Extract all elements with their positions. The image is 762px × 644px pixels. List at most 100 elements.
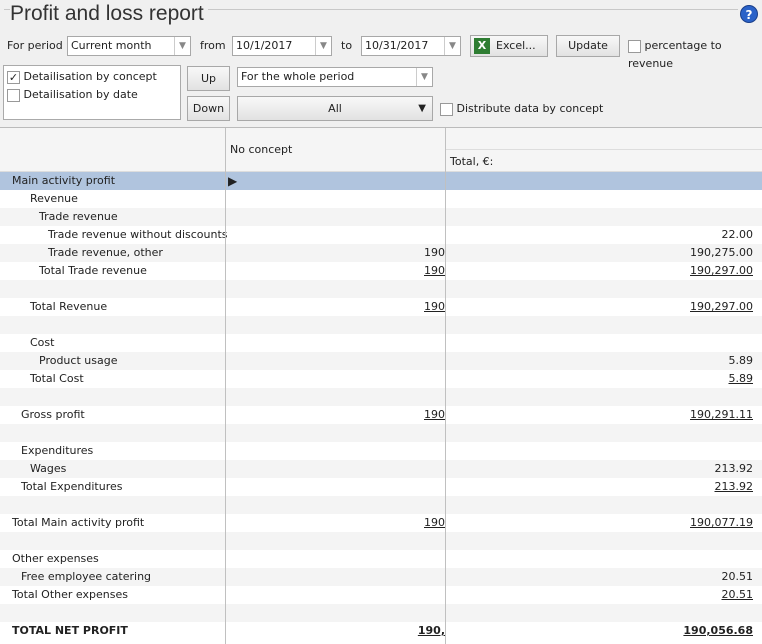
down-button[interactable]: Down [187,96,230,121]
table-row[interactable]: Total Trade revenue 190 190,297.00 [0,262,762,280]
checkbox-icon [7,88,20,102]
total-value: 190,291.11 [690,408,753,421]
percentage-checkbox[interactable]: percentage to revenue [628,37,762,73]
caret-down-icon: ▼ [418,103,426,114]
table-row[interactable]: Wages 213.92 [0,460,762,478]
page-title: Profit and loss report [10,2,208,26]
no-concept-value: 190 [424,246,445,259]
check-icon: ✓ [7,70,20,84]
excel-label: Excel... [496,39,536,52]
row-label: Trade revenue, other [48,246,163,259]
table-row[interactable] [0,496,762,514]
total-value: 20.51 [721,588,754,601]
excel-icon: X [474,38,490,54]
table-row[interactable]: Trade revenue without discounts 22.00 [0,226,762,244]
table-row[interactable]: Free employee catering 20.51 [0,568,762,586]
table-row[interactable]: Trade revenue, other 190 190,275.00 [0,244,762,262]
chevron-down-icon: ▼ [315,37,331,55]
row-label: Total Revenue [30,300,108,313]
total-value: 22.00 [721,228,754,241]
excel-button[interactable]: X Excel... [470,35,548,57]
table-row[interactable]: Expenditures [0,442,762,460]
row-label: Total Trade revenue [39,264,147,277]
row-label: Expenditures [21,444,94,457]
table-row[interactable]: Total Revenue 190 190,297.00 [0,298,762,316]
from-label: from [200,39,226,52]
update-button[interactable]: Update [556,35,620,57]
table-row[interactable] [0,388,762,406]
period-value: Current month [71,39,152,52]
no-concept-value: 190 [424,300,445,313]
chevron-down-icon: ▼ [174,37,190,55]
table-row[interactable]: Trade revenue [0,208,762,226]
table-row[interactable]: Gross profit 190 190,291.11 [0,406,762,424]
to-date-input[interactable]: 10/31/2017 ▼ [361,36,461,56]
table-row[interactable] [0,532,762,550]
column-divider [445,128,446,644]
table-row[interactable]: TOTAL NET PROFIT 190, 190,056.68 [0,622,762,640]
table-row[interactable]: Total Cost 5.89 [0,370,762,388]
table-row[interactable]: Total Main activity profit 190 190,077.19 [0,514,762,532]
period-select[interactable]: Current month ▼ [67,36,191,56]
row-pointer-icon: ▶ [228,174,238,188]
row-label: Wages [30,462,67,475]
filter-dropdown[interactable]: All ▼ [237,96,433,121]
grid-header: No concept Total, €: [0,128,762,172]
table-row[interactable] [0,424,762,442]
row-label: TOTAL NET PROFIT [12,624,128,637]
chevron-down-icon: ▼ [416,68,432,86]
column-divider [225,128,226,644]
report-grid: No concept Total, €: Main activity profi… [0,127,762,644]
row-label: Main activity profit [12,174,116,187]
period-mode-value: For the whole period [241,70,355,83]
total-value: 190,297.00 [690,264,753,277]
row-label: Total Main activity profit [12,516,145,529]
period-label: For period [7,39,63,52]
row-label: Trade revenue [39,210,118,223]
table-row[interactable]: Total Expenditures 213.92 [0,478,762,496]
filter-value: All [328,102,342,115]
table-row[interactable] [0,280,762,298]
to-date-value: 10/31/2017 [365,39,429,52]
distribute-label: Distribute data by concept [456,102,604,115]
total-value: 190,275.00 [690,246,753,259]
up-button[interactable]: Up [187,66,230,91]
col-total-header: Total, €: [450,155,494,168]
table-row[interactable]: Cost [0,334,762,352]
row-label: Gross profit [21,408,85,421]
header-divider [446,149,762,150]
row-label: Total Cost [30,372,84,385]
detail-concept-checkbox[interactable]: ✓ Detailisation by concept [7,68,177,86]
table-row[interactable]: Main activity profit ▶ [0,172,762,190]
no-concept-value: 190 [424,264,445,277]
table-row[interactable]: Other expenses [0,550,762,568]
row-label: Cost [30,336,55,349]
from-date-input[interactable]: 10/1/2017 ▼ [232,36,332,56]
table-row[interactable]: Total Other expenses 20.51 [0,586,762,604]
detailisation-panel: ✓ Detailisation by concept Detailisation… [3,65,181,120]
period-mode-select[interactable]: For the whole period ▼ [237,67,433,87]
title-divider [4,9,738,10]
no-concept-value: 190 [424,516,445,529]
total-value: 213.92 [714,480,754,493]
help-icon[interactable]: ? [740,5,758,23]
row-label: Free employee catering [21,570,152,583]
total-value: 5.89 [728,354,754,367]
detail-date-checkbox[interactable]: Detailisation by date [7,86,177,104]
percentage-label: percentage to revenue [628,39,722,70]
col-no-concept-header: No concept [230,143,293,156]
table-row[interactable]: Product usage 5.89 [0,352,762,370]
to-label: to [341,39,353,52]
total-value: 20.51 [721,570,754,583]
row-label: Total Expenditures [21,480,123,493]
table-row[interactable] [0,604,762,622]
row-label: Product usage [39,354,118,367]
no-concept-value: 190, [417,624,445,637]
detail-date-label: Detailisation by date [23,88,138,101]
from-date-value: 10/1/2017 [236,39,293,52]
checkbox-icon [628,39,641,53]
detail-concept-label: Detailisation by concept [23,70,157,83]
table-row[interactable] [0,316,762,334]
table-row[interactable]: Revenue [0,190,762,208]
distribute-checkbox[interactable]: Distribute data by concept [440,100,603,118]
